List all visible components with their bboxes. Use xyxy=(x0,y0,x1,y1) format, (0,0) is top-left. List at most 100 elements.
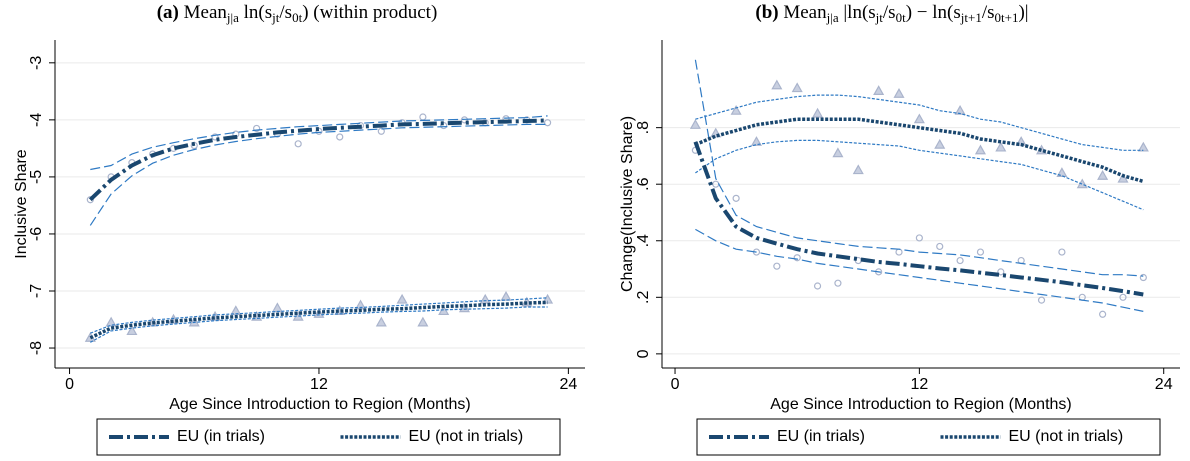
title-part: Mean xyxy=(179,2,228,23)
title-part: 0t xyxy=(896,10,907,25)
x-tick-label: 24 xyxy=(559,376,577,393)
point xyxy=(732,194,740,202)
chart-title: (a) Meanj|a ln(sjt/s0t) (within product) xyxy=(157,2,438,25)
y-tick-label: .8 xyxy=(635,121,652,134)
point xyxy=(294,140,302,148)
point xyxy=(915,234,923,242)
point xyxy=(500,290,512,301)
title-part: ) (within product) xyxy=(302,2,437,23)
point xyxy=(479,293,491,304)
point xyxy=(956,256,964,265)
ci-line xyxy=(90,115,548,171)
point xyxy=(460,116,469,124)
y-tick-label: -4 xyxy=(28,113,45,127)
point xyxy=(791,82,803,93)
point xyxy=(995,141,1007,152)
title-part: ln(s xyxy=(239,2,272,23)
legend-box xyxy=(96,418,561,456)
point xyxy=(1058,248,1066,256)
x-tick-label: 12 xyxy=(310,376,328,393)
fit-line xyxy=(694,117,1144,184)
point xyxy=(1056,167,1068,177)
ci-line xyxy=(89,123,548,226)
legend-label: EU (in trials) xyxy=(777,428,865,445)
title-part: /s xyxy=(279,2,292,23)
point xyxy=(954,104,966,115)
title-part: /s xyxy=(883,2,896,23)
y-axis-label: Inclusive Share xyxy=(13,149,30,258)
x-tick-label: 0 xyxy=(65,376,74,393)
title-part: ) − ln(s xyxy=(906,2,961,23)
y-tick-label: .2 xyxy=(635,291,652,304)
point xyxy=(834,279,842,287)
title-part: jt+1 xyxy=(960,10,982,25)
title-part: |ln(s xyxy=(839,2,876,23)
point xyxy=(230,305,242,316)
point xyxy=(813,282,822,290)
point xyxy=(1139,273,1147,282)
point xyxy=(1037,296,1046,304)
title-part: jt xyxy=(271,10,280,25)
point xyxy=(976,248,985,256)
point xyxy=(771,79,783,90)
point xyxy=(1137,141,1149,152)
point xyxy=(543,119,552,127)
y-axis-label: Change(Inclusive Share) xyxy=(619,116,636,292)
fit-line xyxy=(693,141,1144,297)
point xyxy=(419,113,427,121)
title-part: j|a xyxy=(226,10,239,25)
legend-label: EU (in trials) xyxy=(177,428,265,445)
point xyxy=(1097,170,1109,180)
point xyxy=(852,164,864,175)
point xyxy=(689,119,701,129)
legend-label: EU (not in trials) xyxy=(1009,428,1124,445)
point xyxy=(750,136,763,146)
point xyxy=(812,107,824,118)
point xyxy=(253,124,261,133)
y-tick-label: -8 xyxy=(28,341,45,355)
point xyxy=(773,262,781,270)
point xyxy=(271,302,283,313)
point xyxy=(1117,172,1129,183)
point xyxy=(1099,310,1107,318)
point xyxy=(396,293,408,304)
title-part: 0t+1 xyxy=(995,10,1019,25)
point xyxy=(974,144,986,155)
point xyxy=(211,133,219,141)
x-tick-label: 12 xyxy=(910,376,928,393)
ci-line xyxy=(695,139,1144,211)
point xyxy=(336,133,344,141)
ci-line xyxy=(695,228,1144,312)
x-axis-label: Age Since Introduction to Region (Months… xyxy=(169,396,471,413)
point xyxy=(873,85,885,95)
title-part: (a) xyxy=(157,2,179,23)
title-part: 0t xyxy=(292,10,303,25)
point xyxy=(793,254,801,262)
point xyxy=(375,316,387,327)
point xyxy=(936,242,944,251)
point xyxy=(417,316,429,327)
point xyxy=(832,147,844,158)
x-tick-label: 24 xyxy=(1155,376,1173,393)
point xyxy=(895,248,903,256)
point xyxy=(105,316,117,327)
y-tick-label: -5 xyxy=(28,170,45,184)
ci-line xyxy=(694,59,1144,277)
point xyxy=(997,268,1005,276)
x-axis-label: Age Since Introduction to Region (Months… xyxy=(770,396,1072,413)
y-tick-label: -7 xyxy=(28,284,45,298)
title-part: Mean xyxy=(779,2,828,23)
legend-label: EU (not in trials) xyxy=(409,428,524,445)
title-part: jt xyxy=(875,10,884,25)
title-part: (b) xyxy=(755,2,778,23)
title-part: /s xyxy=(982,2,995,23)
point xyxy=(934,138,946,149)
y-tick-label: .4 xyxy=(635,234,652,247)
fit-line xyxy=(89,300,548,340)
point xyxy=(1119,293,1127,301)
ci-line xyxy=(695,94,1144,151)
point xyxy=(893,88,905,98)
y-tick-label: -3 xyxy=(28,56,45,70)
